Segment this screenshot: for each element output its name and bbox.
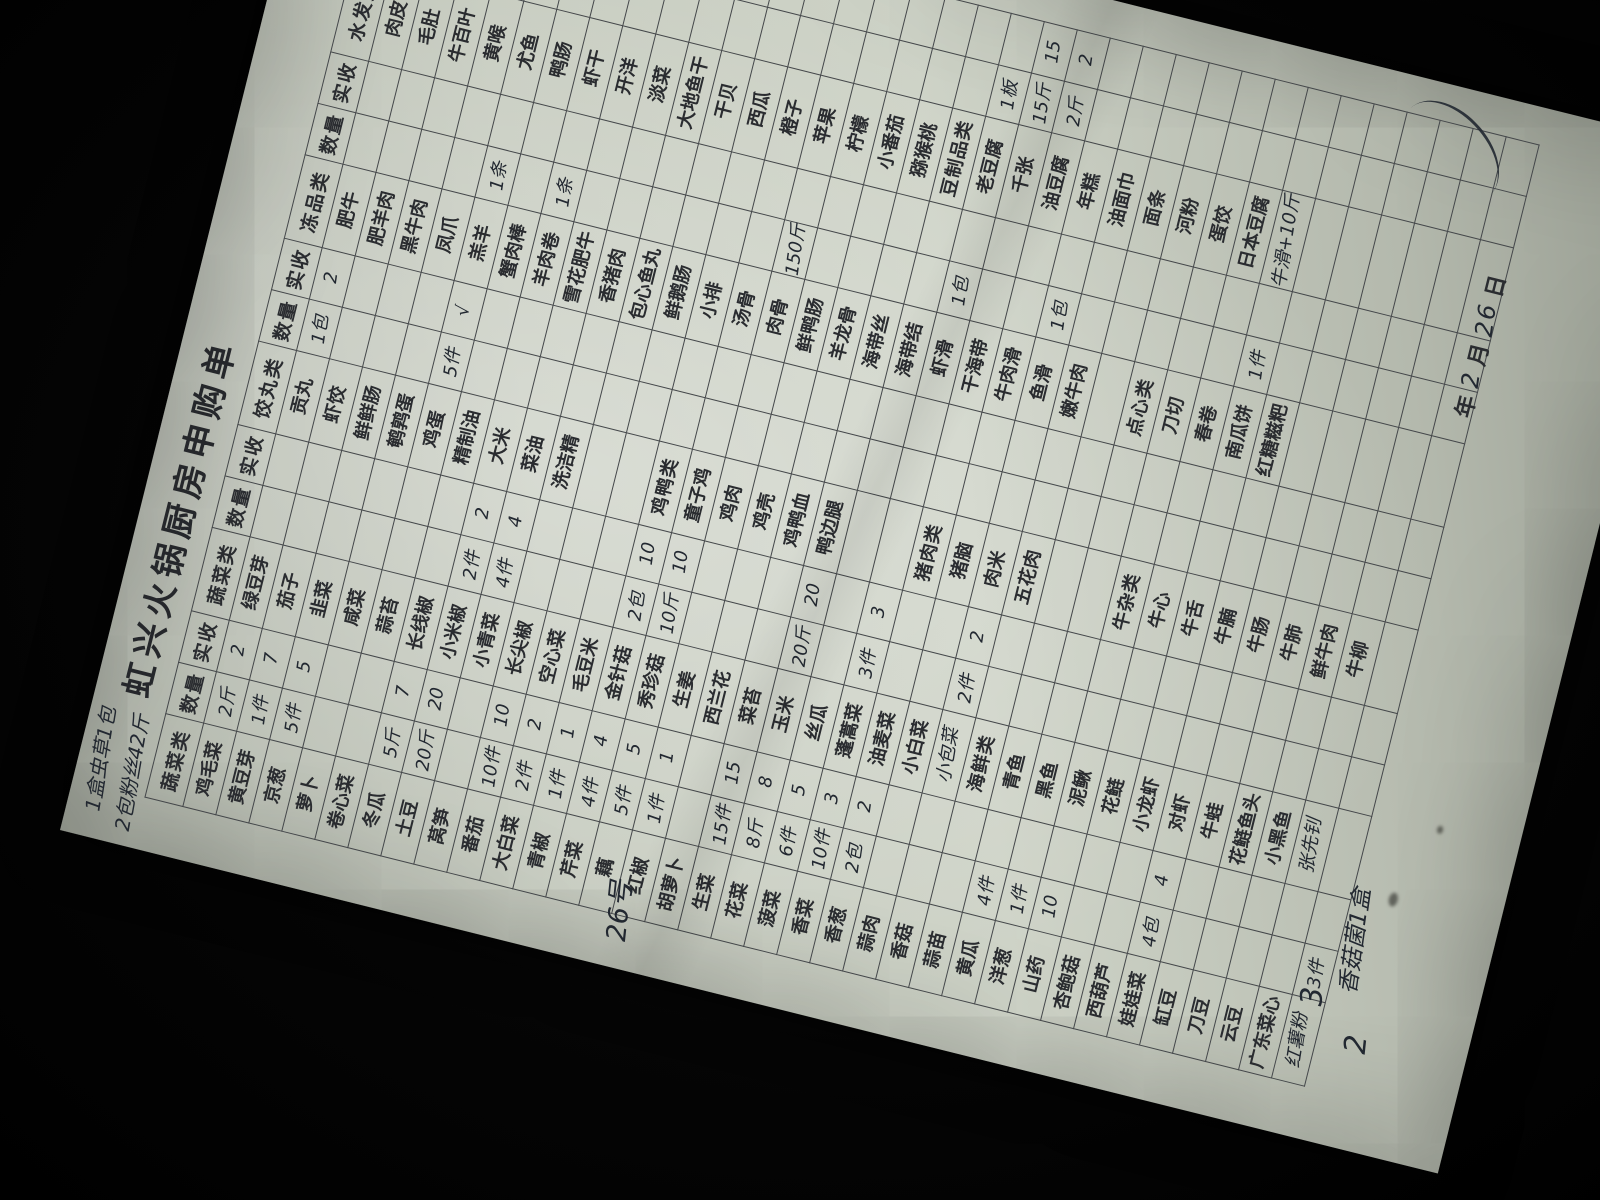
handwritten-value: 2包 xyxy=(841,841,867,874)
handwritten-value: 5件 xyxy=(610,784,636,817)
handwritten-value: 2 xyxy=(1075,52,1098,67)
handwritten-value: 1 xyxy=(557,725,580,740)
order-table: 蔬菜类数量实收蔬菜类数量实收饺丸类数量实收冻品类数量实收水发类数量实收鸡毛菜2斤… xyxy=(144,0,1540,1087)
handwritten-value: 20斤 xyxy=(411,729,439,773)
ink-smudge xyxy=(1436,825,1444,835)
handwritten-value: 4 xyxy=(1150,873,1174,888)
day-label: 日 xyxy=(1480,270,1511,301)
handwritten-value: 2斤 xyxy=(214,685,240,718)
month-label: 月 xyxy=(1463,339,1494,369)
handwritten-value: 5件 xyxy=(439,345,465,378)
handwritten-value: 1件 xyxy=(643,792,669,825)
handwritten-value: 4件 xyxy=(491,556,517,589)
handwritten-value: 4 xyxy=(504,514,527,529)
handwritten-value: 10 xyxy=(490,702,515,729)
handwritten-value: 20斤 xyxy=(788,625,815,669)
handwritten-value: 4件 xyxy=(577,775,603,809)
handwritten-value: 1 xyxy=(656,749,679,764)
ink-smudge xyxy=(1387,891,1400,908)
handwritten-value: 1包 xyxy=(947,274,973,307)
day-value-handwritten: 26 xyxy=(1469,300,1503,339)
handwritten-value: 3件 xyxy=(854,647,880,680)
handwritten-value: 10斤 xyxy=(656,592,683,636)
handwritten-value: 150斤 xyxy=(781,222,810,277)
handwritten-value: 5 xyxy=(293,659,316,674)
handwritten-value: 15 xyxy=(721,760,746,787)
handwritten-value: 10件 xyxy=(807,827,835,872)
handwritten-value: 1件 xyxy=(247,693,273,726)
purchase-form-page: 1盒虫草1包 2包粉丝42斤 虹兴火锅厨房申购单 蔬菜类 数量 实收 蔬菜类 数量 实收饺… xyxy=(60,0,1600,1174)
handwritten-value: 2件 xyxy=(953,671,979,705)
handwritten-value: 2 xyxy=(966,629,989,644)
handwritten-value: 7 xyxy=(260,651,283,666)
handwritten-value: 10件 xyxy=(477,745,505,790)
handwritten-value: 5件 xyxy=(280,701,306,735)
handwritten-value: 2包 xyxy=(623,589,649,622)
handwritten-value: 4件 xyxy=(973,874,999,907)
handwritten-value: 10 xyxy=(1038,894,1063,920)
margin-note-day: 26号 xyxy=(600,878,639,943)
handwritten-value: 15件 xyxy=(708,803,736,847)
handwritten-value: 2件 xyxy=(511,759,537,792)
handwritten-value: 7 xyxy=(392,683,415,699)
handwritten-value: 15斤 xyxy=(1028,81,1056,125)
handwritten-value: 3 xyxy=(820,790,844,806)
handwritten-value: 5 xyxy=(623,741,646,756)
handwritten-value: 2斤 xyxy=(1062,95,1088,128)
handwritten-value: 10 xyxy=(635,541,660,567)
handwritten-value: 2 xyxy=(227,642,250,658)
handwritten-value: 1条 xyxy=(551,175,577,208)
handwritten-value: 8斤 xyxy=(742,817,768,850)
handwritten-value: √ xyxy=(452,303,475,318)
handwritten-value: 15 xyxy=(1041,38,1066,65)
handwritten-value: 4包 xyxy=(1138,915,1164,948)
handwritten-value: 1件 xyxy=(544,767,570,800)
handwritten-value: 10 xyxy=(668,549,693,576)
margin-note-digit-3: 3 xyxy=(1294,985,1331,1008)
handwritten-value: 5 xyxy=(788,782,811,797)
handwritten-value: 3件 xyxy=(1303,956,1329,990)
handwritten-value: 4 xyxy=(590,733,613,748)
handwritten-value: 6件 xyxy=(775,825,801,858)
handwritten-value: 1包 xyxy=(307,312,333,346)
handwritten-value: 5斤 xyxy=(379,726,405,759)
handwritten-value: 2 xyxy=(320,270,343,285)
handwritten-value: 2 xyxy=(471,505,494,521)
handwritten-value: 2件 xyxy=(458,548,484,581)
month-value-handwritten: 2 xyxy=(1455,368,1486,390)
year-label: 年 xyxy=(1450,390,1481,421)
handwritten-value: 1条 xyxy=(485,159,511,192)
handwritten-value: 2 xyxy=(524,716,547,732)
handwritten-value: 1板 xyxy=(996,78,1022,111)
handwritten-value: 2 xyxy=(853,799,877,814)
handwritten-value: 20 xyxy=(424,686,449,713)
handwritten-value: 3 xyxy=(867,604,890,619)
handwritten-value: 1包 xyxy=(1046,299,1072,332)
handwritten-value: 1件 xyxy=(1244,348,1270,381)
handwritten-value: 8 xyxy=(755,774,778,789)
margin-note-digit-2: 2 xyxy=(1337,1033,1375,1056)
handwritten-value: 20 xyxy=(800,582,825,609)
handwritten-value: 1件 xyxy=(1006,882,1032,916)
